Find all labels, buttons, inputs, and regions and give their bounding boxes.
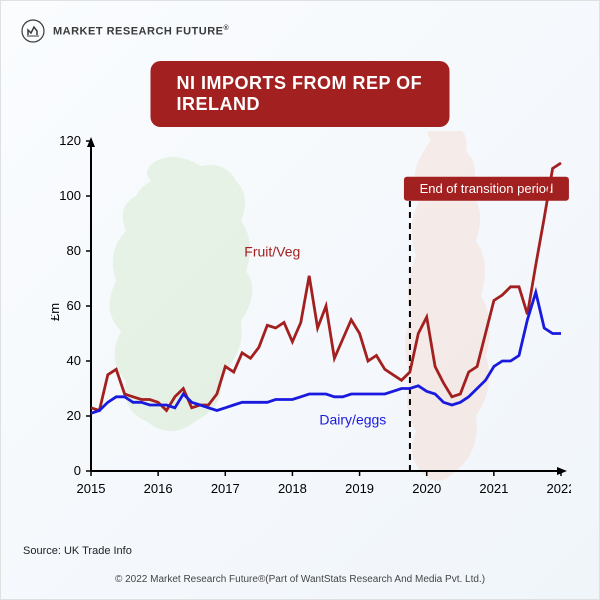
source-text: Source: UK Trade Info	[23, 545, 132, 557]
brand-logo-icon	[21, 19, 45, 43]
x-tick-label: 2019	[345, 481, 374, 496]
chart-title: NI IMPORTS FROM REP OF IRELAND	[151, 61, 450, 127]
series-label-dairy_eggs: Dairy/eggs	[319, 411, 386, 427]
chart-area: 0 20 40 60 80 100 120 2015 2016 2017 2018 2019 2020 2…	[51, 131, 571, 511]
line-chart: 0 20 40 60 80 100 120 2015 2016 2017 2018 2019 2020 2…	[51, 131, 571, 511]
y-tick-label: 80	[67, 243, 81, 258]
y-tick-label: 60	[67, 298, 81, 313]
series-label-fruit_veg: Fruit/Veg	[244, 244, 300, 260]
y-tick-label: 0	[74, 463, 81, 478]
y-tick-label: 20	[67, 408, 81, 423]
annotation-label: End of transition period	[420, 181, 554, 196]
chart-container: MARKET RESEARCH FUTURE® NI IMPORTS FROM …	[0, 0, 600, 600]
x-tick-label: 2022	[547, 481, 571, 496]
y-tick-label: 120	[59, 133, 81, 148]
y-tick-label: 40	[67, 353, 81, 368]
x-tick-label: 2016	[144, 481, 173, 496]
y-axis-title: £m	[51, 303, 62, 321]
x-tick-label: 2020	[412, 481, 441, 496]
brand-header: MARKET RESEARCH FUTURE®	[21, 19, 229, 43]
y-tick-label: 100	[59, 188, 81, 203]
x-tick-label: 2018	[278, 481, 307, 496]
brand-name: MARKET RESEARCH FUTURE®	[53, 25, 229, 38]
x-tick-label: 2021	[479, 481, 508, 496]
x-tick-label: 2017	[211, 481, 240, 496]
x-tick-label: 2015	[77, 481, 106, 496]
copyright-text: © 2022 Market Research Future®(Part of W…	[1, 574, 599, 585]
